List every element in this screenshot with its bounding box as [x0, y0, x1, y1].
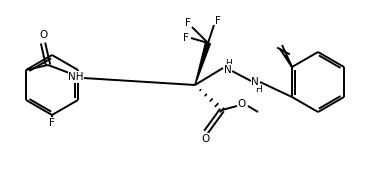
Text: F: F [183, 33, 189, 43]
Text: O: O [201, 134, 209, 144]
Text: O: O [238, 99, 246, 109]
Text: F: F [215, 16, 221, 26]
Text: F: F [185, 18, 191, 28]
Text: F: F [49, 118, 55, 128]
Text: NH: NH [68, 72, 84, 82]
Text: O: O [39, 30, 47, 40]
Text: H: H [256, 85, 262, 94]
Text: N: N [224, 65, 232, 75]
Text: N: N [251, 77, 259, 87]
Polygon shape [195, 42, 210, 85]
Text: H: H [225, 60, 231, 69]
